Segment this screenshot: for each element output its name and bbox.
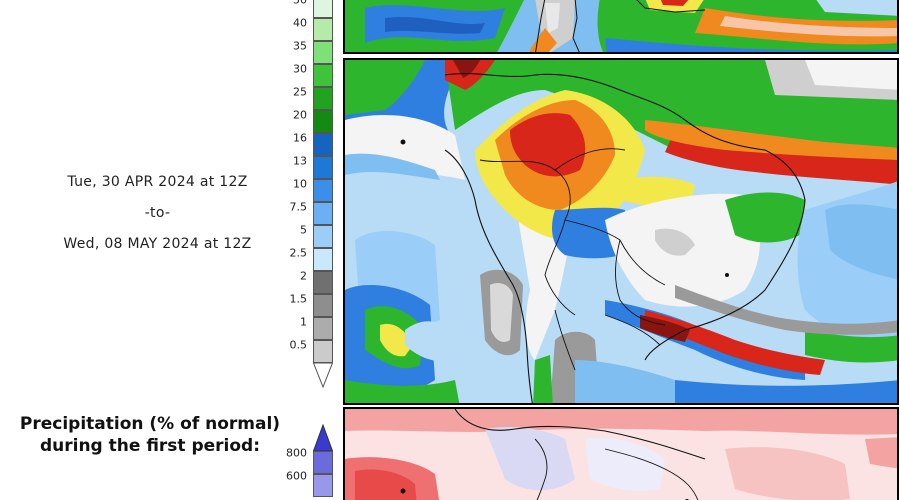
precip-colorbar-tick-label: 40 [293,16,307,30]
precip-colorbar-segment [313,271,333,294]
period-to-label: -to- [144,205,171,221]
precip-colorbar-end-arrow [313,363,333,389]
precip-colorbar-segment [313,340,333,363]
precip-colorbar-segment [313,225,333,248]
anomaly-title-line2: during the first period: [39,436,261,456]
precip-colorbar-segment [313,110,333,133]
precipitation-colorbar: 50 40 35 30 25 20 16 13 10 7.5 5 2.5 2 1.5 1 0.5 [290,0,333,389]
precip-colorbar-tick-label: 7.5 [289,200,308,214]
precip-colorbar-tick-label: 1 [300,315,307,329]
precip-colorbar-segment [313,202,333,225]
precip-colorbar-tick-label: 35 [293,39,307,53]
precip-colorbar-tick-label: 0.5 [289,338,308,352]
precip-colorbar-segment [313,156,333,179]
precip-colorbar-tick-label: 20 [293,108,307,122]
anomaly-colorbar-tick-label: 800 [286,446,307,460]
anomaly-colorbar: 800 600 [286,420,333,500]
map-panel-anomaly [343,407,899,500]
precip-colorbar-segment [313,0,333,18]
anomaly-colorbar-tick-label: 600 [286,469,307,483]
precip-colorbar-tick-label: 5 [300,223,307,237]
precip-colorbar-tick-label: 16 [293,131,307,145]
period-start-date: Tue, 30 APR 2024 at 12Z [67,174,248,190]
precip-colorbar-tick-label: 2 [300,269,307,283]
precip-colorbar-tick-label: 50 [293,0,307,7]
map-precipitation-svg [345,60,897,403]
anomaly-title-line1: Precipitation (% of normal) [19,414,281,434]
precip-colorbar-segment [313,64,333,87]
precip-colorbar-segment [313,179,333,202]
map-panel-previous [343,0,899,54]
anomaly-colorbar-segment [313,474,333,497]
precip-colorbar-segment [313,248,333,271]
map-panel-precipitation [343,58,899,405]
map-previous-svg [345,0,897,52]
anomaly-title: Precipitation (% of normal) during the f… [0,413,300,457]
precip-colorbar-segment [313,41,333,64]
precip-colorbar-segment [313,317,333,340]
precip-colorbar-tick-label: 25 [293,85,307,99]
precip-colorbar-segment [313,18,333,41]
anomaly-colorbar-segment [313,451,333,474]
precip-colorbar-tick-label: 13 [293,154,307,168]
precip-colorbar-segment [313,87,333,110]
precip-colorbar-tick-label: 10 [293,177,307,191]
anomaly-colorbar-top-arrow [313,424,333,452]
precip-colorbar-segment [313,133,333,156]
period-end-date: Wed, 08 MAY 2024 at 12Z [63,236,252,252]
precip-colorbar-segment [313,294,333,317]
map-anomaly-svg [345,409,897,500]
precip-colorbar-tick-label: 2.5 [289,246,308,260]
precip-colorbar-tick-label: 30 [293,62,307,76]
precip-colorbar-tick-label: 1.5 [289,292,308,306]
